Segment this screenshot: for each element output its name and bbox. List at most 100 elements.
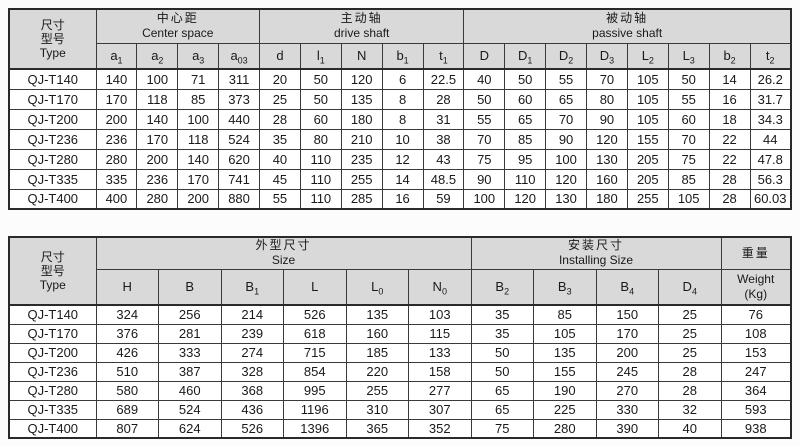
value-cell: 200 [95, 108, 138, 130]
value-cell: 255 [626, 188, 669, 210]
value-cell: 155 [533, 361, 597, 382]
value-cell: 105 [667, 188, 710, 210]
value-cell: 50 [470, 361, 534, 382]
value-cell: 324 [95, 304, 159, 325]
value-cell: 580 [95, 380, 159, 401]
column-header: L2 [626, 42, 669, 70]
table-row: QJ-T280 580 460 368 995 255 277 65 190 270 28 364 [8, 380, 792, 401]
value-cell: 65 [470, 380, 534, 401]
value-cell: 205 [626, 148, 669, 170]
value-cell: 40 [658, 418, 722, 439]
value-cell: 364 [720, 380, 792, 401]
value-cell: 40 [259, 148, 301, 170]
value-cell: 130 [586, 148, 628, 170]
column-group-header: 被动轴 passive shaft [463, 8, 792, 44]
value-cell: 120 [340, 68, 383, 90]
column-header: a2 [136, 42, 179, 70]
value-cell: 105 [626, 108, 669, 130]
value-cell: 400 [95, 188, 138, 210]
header-columns-row: H B B1 L L0 N0 B2 B3 B4 D4 Weight (Kg) [9, 268, 792, 306]
table-row: QJ-T140 324 256 214 526 135 103 35 85 150 25 76 [8, 304, 792, 325]
group-label-en: Size [271, 253, 296, 268]
header-group-row: 尺寸 型号 Type 外型尺寸 Size 安装尺寸 Installing Size 重量 [8, 236, 792, 306]
column-header: H [95, 268, 159, 306]
value-cell: 620 [218, 148, 260, 170]
value-cell: 387 [158, 361, 222, 382]
row-type-cell: QJ-T400 [8, 188, 97, 210]
value-cell: 689 [95, 399, 159, 420]
value-cell: 44 [749, 128, 792, 150]
column-header: L [283, 268, 347, 306]
value-cell: 16 [708, 88, 751, 110]
value-cell: 25 [259, 88, 301, 110]
value-cell: 133 [408, 342, 472, 363]
value-cell: 70 [463, 128, 506, 150]
value-cell: 311 [218, 68, 260, 90]
value-cell: 200 [177, 188, 220, 210]
value-cell: 60 [299, 108, 342, 130]
value-cell: 100 [136, 68, 179, 90]
value-cell: 38 [422, 128, 465, 150]
size-installing-weight-table: 尺寸 型号 Type 外型尺寸 Size 安装尺寸 Installing Size 重量 H B B… [8, 236, 792, 439]
value-cell: 110 [504, 168, 547, 190]
value-cell: 40 [463, 68, 506, 90]
value-cell: 510 [95, 361, 159, 382]
value-cell: 280 [95, 148, 138, 170]
value-cell: 170 [136, 128, 179, 150]
type-column-header: 尺寸 型号 Type [8, 8, 97, 70]
type-column-header-line: Type [39, 46, 66, 60]
type-column-header-line: 尺寸 [40, 250, 65, 264]
value-cell: 90 [463, 168, 506, 190]
row-type-cell: QJ-T170 [8, 323, 97, 344]
value-cell: 95 [504, 148, 547, 170]
value-cell: 50 [299, 88, 342, 110]
value-cell: 618 [283, 323, 347, 344]
value-cell: 220 [345, 361, 409, 382]
value-cell: 100 [463, 188, 506, 210]
value-cell: 8 [381, 88, 424, 110]
size-installing-weight-table-head: 尺寸 型号 Type 外型尺寸 Size 安装尺寸 Installing Size 重量 H B B… [8, 236, 792, 306]
column-header: N0 [408, 268, 472, 306]
value-cell: 80 [586, 88, 628, 110]
value-cell: 25 [658, 342, 722, 363]
value-cell: 118 [136, 88, 179, 110]
value-cell: 55 [463, 108, 506, 130]
value-cell: 280 [533, 418, 597, 439]
value-cell: 16 [381, 188, 424, 210]
table-row: QJ-T140 140 100 71 311 20 50 120 6 22.5 40 50 55 70 10… [8, 68, 792, 90]
value-cell: 526 [220, 418, 284, 439]
value-cell: 115 [408, 323, 472, 344]
value-cell: 185 [345, 342, 409, 363]
value-cell: 274 [220, 342, 284, 363]
size-installing-weight-table-body: QJ-T140 324 256 214 526 135 103 35 85 150 25 76 QJ-T… [8, 304, 792, 439]
column-header: a03 [218, 42, 260, 70]
type-column-header: 尺寸 型号 Type [8, 236, 97, 306]
value-cell: 307 [408, 399, 472, 420]
value-cell: 255 [345, 380, 409, 401]
value-cell: 103 [408, 304, 472, 325]
value-cell: 310 [345, 399, 409, 420]
shaft-dimensions-table: 尺寸 型号 Type 中心距 Center space 主动轴 drive shaft 被动轴… [8, 8, 792, 210]
value-cell: 28 [259, 108, 301, 130]
group-label-en: Installing Size [558, 253, 634, 268]
type-column-header-line: 型号 [40, 264, 65, 278]
column-header: t1 [422, 42, 465, 70]
value-cell: 34.3 [749, 108, 792, 130]
value-cell: 200 [136, 148, 179, 170]
column-header: a1 [95, 42, 138, 70]
column-header: D3 [586, 42, 628, 70]
value-cell: 65 [470, 399, 534, 420]
row-type-cell: QJ-T400 [8, 418, 97, 439]
value-cell: 65 [545, 88, 587, 110]
value-cell: 593 [720, 399, 792, 420]
table-row: QJ-T400 807 624 526 1396 365 352 75 280 390 40 938 [8, 418, 792, 439]
value-cell: 160 [586, 168, 628, 190]
value-cell: 335 [95, 168, 138, 190]
row-type-cell: QJ-T170 [8, 88, 97, 110]
value-cell: 328 [220, 361, 284, 382]
row-type-cell: QJ-T200 [8, 108, 97, 130]
value-cell: 236 [136, 168, 179, 190]
value-cell: 247 [720, 361, 792, 382]
value-cell: 100 [545, 148, 587, 170]
value-cell: 55 [545, 68, 587, 90]
